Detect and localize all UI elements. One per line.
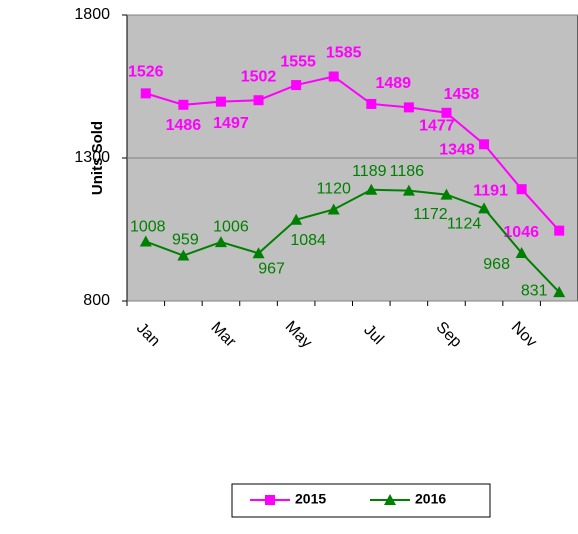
marker (440, 188, 453, 200)
marker (478, 202, 491, 214)
data-label: 1585 (326, 45, 362, 62)
data-label: 1046 (503, 224, 539, 241)
marker (365, 183, 378, 195)
data-label: 1008 (130, 219, 166, 236)
x-tick-label: Jan (133, 320, 163, 350)
legend-marker (265, 495, 275, 505)
marker (553, 286, 566, 298)
marker (366, 98, 377, 109)
data-label: 1189 (352, 163, 387, 180)
marker (291, 80, 302, 91)
data-label: 1497 (213, 115, 249, 132)
x-tick-label: Nov (508, 319, 540, 351)
marker (290, 213, 303, 225)
data-label: 1348 (439, 141, 475, 158)
marker (515, 246, 528, 258)
y-tick-label: 1300 (74, 149, 110, 166)
data-label: 1172 (413, 206, 448, 223)
series-line (145, 75, 560, 232)
data-label: 959 (172, 232, 199, 249)
y-tick-label: 1800 (74, 6, 110, 23)
marker (403, 102, 414, 113)
data-label: 1006 (213, 218, 249, 235)
marker (177, 249, 190, 261)
marker (253, 95, 264, 106)
marker (178, 99, 189, 110)
data-label: 967 (258, 260, 285, 277)
x-tick-label: May (282, 318, 315, 351)
marker (215, 96, 226, 107)
y-tick-label: 800 (83, 292, 110, 309)
y-axis-label: Units Sold (89, 121, 106, 195)
marker (327, 203, 340, 215)
legend-marker (384, 494, 396, 505)
data-label: 1489 (375, 75, 411, 92)
data-label: 1191 (473, 182, 508, 199)
legend-label: 2016 (415, 491, 446, 507)
data-label: 1502 (241, 68, 277, 85)
x-tick-label: Sep (433, 319, 465, 351)
data-label: 1477 (419, 118, 455, 135)
marker (516, 184, 527, 195)
series-line (145, 188, 560, 293)
legend-label: 2015 (295, 491, 326, 507)
marker (252, 247, 265, 259)
data-label: 1084 (290, 232, 326, 249)
marker (441, 107, 452, 118)
data-label: 968 (483, 256, 510, 273)
marker (402, 184, 415, 196)
data-label: 1458 (444, 86, 480, 103)
marker (554, 225, 565, 236)
x-tick-label: Mar (207, 319, 239, 351)
data-label: 1526 (128, 64, 164, 81)
data-label: 1120 (317, 181, 352, 198)
marker (328, 71, 339, 82)
data-label: 1124 (447, 216, 482, 233)
data-label: 1555 (280, 53, 316, 70)
data-label: 1486 (166, 117, 202, 134)
x-tick-label: Jul (360, 322, 386, 348)
data-label: 831 (521, 282, 548, 299)
marker (140, 88, 151, 99)
marker (479, 139, 490, 150)
marker (214, 236, 227, 248)
marker (139, 235, 152, 247)
data-label: 1186 (390, 163, 425, 180)
